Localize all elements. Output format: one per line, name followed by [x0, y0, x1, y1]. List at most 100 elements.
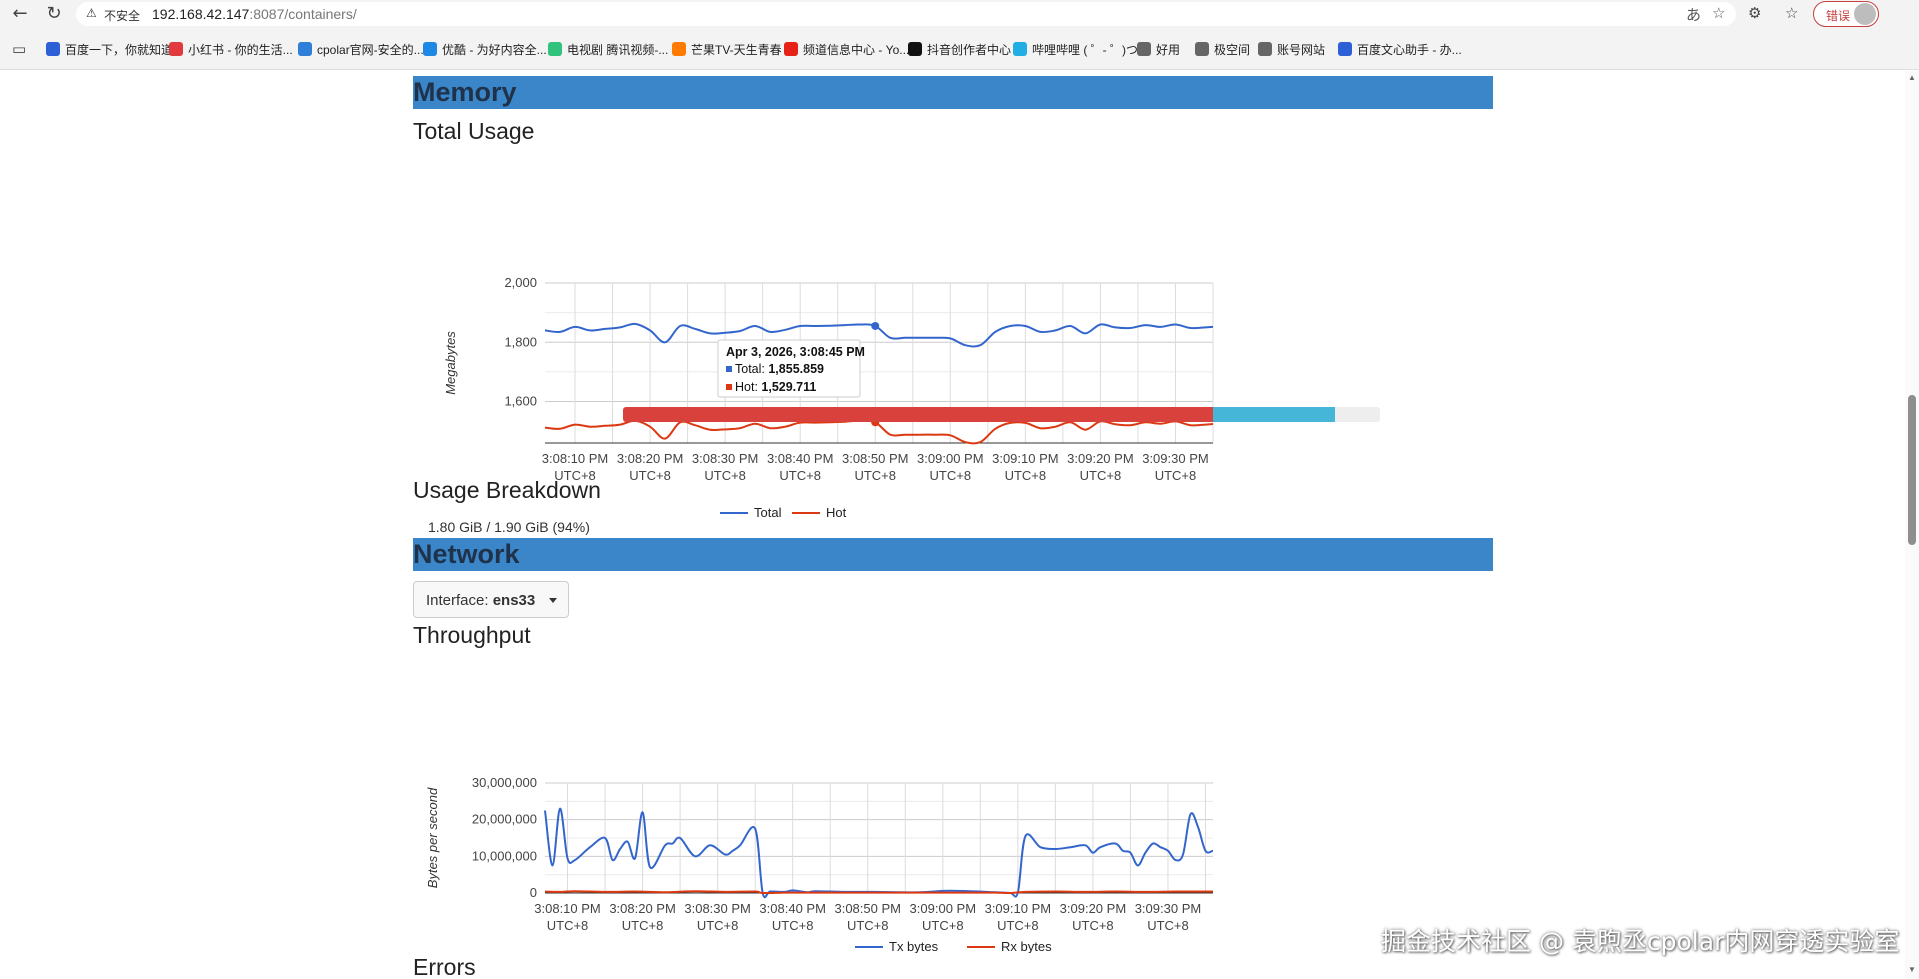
total-usage-title: Total Usage: [413, 118, 535, 144]
usage-breakdown-title: Usage Breakdown: [413, 477, 601, 503]
x-tick-label: 3:09:30 PM: [1135, 901, 1202, 916]
tooltip-total-label: Total:: [735, 362, 768, 376]
memory-section-header: Memory: [413, 76, 1493, 109]
url-text[interactable]: 192.168.42.147:8087/containers/: [152, 6, 357, 22]
bookmark-item[interactable]: 百度文心助手 - 办...: [1338, 41, 1462, 58]
bookmarks-bar: ▭ 百度一下，你就知道 小红书 - 你的生活... cpolar官网-安全的... 优…: [0, 28, 1919, 70]
bookmark-favicon-icon: [548, 42, 562, 56]
x-tick-sublabel: UTC+8: [629, 468, 671, 483]
tooltip-total-value: 1,855.859: [768, 362, 824, 376]
bookmark-item[interactable]: cpolar官网-安全的...: [298, 41, 424, 58]
bookmark-item[interactable]: 芒果TV-天生青春: [672, 41, 782, 58]
watermark-text: 掘金技术社区 @ 袁煦丞cpolar内网穿透实验室: [1381, 927, 1900, 956]
bookmark-item[interactable]: 账号网站: [1258, 41, 1325, 58]
x-tick-sublabel: UTC+8: [854, 468, 896, 483]
legend-label: Total: [754, 505, 782, 520]
network-throughput-chart: 30,000,000 20,000,000 10,000,000 03:08:10 P…: [425, 775, 1214, 953]
tooltip-hot-row: Hot: 1,529.711: [735, 380, 816, 394]
bookmark-item[interactable]: 哔哩哔哩 ( ゜- ゜)つ...: [1013, 41, 1148, 58]
scroll-up-arrow-icon[interactable]: ▲: [1908, 73, 1916, 82]
bookmark-item[interactable]: 百度一下，你就知道: [46, 41, 173, 58]
bookmark-favicon-icon: [169, 42, 183, 56]
x-tick-label: 3:08:40 PM: [759, 901, 826, 916]
interface-dropdown-label: Interface: ens33: [426, 592, 535, 609]
bookmark-favicon-icon: [298, 42, 312, 56]
bookmark-favicon-icon: [784, 42, 798, 56]
bookmark-favicon-icon: [1137, 42, 1151, 56]
bookmark-item[interactable]: 优酷 - 为好内容全...: [423, 41, 547, 58]
x-tick-label: 3:09:20 PM: [1067, 451, 1134, 466]
error-pill-button[interactable]: 错误: [1813, 1, 1879, 27]
x-tick-sublabel: UTC+8: [997, 918, 1039, 933]
x-tick-sublabel: UTC+8: [554, 468, 596, 483]
bookmark-item[interactable]: 小红书 - 你的生活...: [169, 41, 293, 58]
x-tick-sublabel: UTC+8: [1155, 468, 1197, 483]
browser-toolbar: ← ↻ ⚠ 不安全 192.168.42.147:8087/containers…: [0, 0, 1919, 28]
back-arrow-icon[interactable]: ←: [12, 3, 28, 24]
bookmark-label: 百度文心助手 - 办...: [1357, 43, 1462, 57]
error-pill-label: 错误: [1826, 9, 1851, 23]
reload-icon[interactable]: ↻: [46, 3, 62, 24]
bookmark-item[interactable]: 抖音创作者中心: [908, 41, 1011, 58]
x-tick-label: 3:08:20 PM: [609, 901, 676, 916]
bookmark-favicon-icon: [423, 42, 437, 56]
scroll-down-arrow-icon[interactable]: ▼: [1908, 965, 1916, 974]
bookmark-favicon-icon: [1258, 42, 1272, 56]
bookmark-manager-icon[interactable]: ▭: [12, 40, 27, 58]
scrollbar-thumb[interactable]: [1908, 395, 1916, 545]
y-axis-label: Bytes per second: [425, 787, 440, 888]
bookmark-favicon-icon: [1013, 42, 1027, 56]
address-bar[interactable]: ⚠ 不安全 192.168.42.147:8087/containers/ あ …: [76, 2, 1736, 26]
bookmark-favicon-icon: [672, 42, 686, 56]
bookmark-item[interactable]: 好用: [1137, 41, 1180, 58]
bookmark-favicon-icon: [1195, 42, 1209, 56]
interface-dropdown[interactable]: Interface: ens33: [413, 581, 569, 618]
y-tick-label: 20,000,000: [472, 812, 537, 827]
legend-label: Tx bytes: [889, 939, 939, 953]
x-tick-sublabel: UTC+8: [1005, 468, 1047, 483]
memory-total-usage-chart: 2,000 1,800 1,600 3:08:10 PM UTC+8 3:08:20 PM…: [443, 275, 1214, 520]
tooltip-total-row: Total: 1,855.859: [735, 362, 824, 376]
bookmark-item[interactable]: 频道信息中心 - Yo...: [784, 41, 909, 58]
bookmark-favicon-icon: [1338, 42, 1352, 56]
x-tick-label: 3:08:50 PM: [834, 901, 901, 916]
x-tick-sublabel: UTC+8: [772, 918, 814, 933]
favorite-star-icon[interactable]: ☆: [1712, 4, 1726, 22]
url-host: 192.168.42.147: [152, 6, 250, 22]
throughput-title: Throughput: [413, 622, 531, 648]
memory-usage-progress-bar: [623, 407, 1380, 422]
x-tick-label: 3:09:00 PM: [917, 451, 984, 466]
x-tick-label: 3:09:20 PM: [1060, 901, 1127, 916]
page-scrollbar[interactable]: ▲ ▼: [1905, 71, 1919, 979]
legend-label: Rx bytes: [1001, 939, 1052, 953]
x-tick-label: 3:09:10 PM: [985, 901, 1052, 916]
series-line: [544, 890, 1213, 895]
tooltip-box: [717, 339, 861, 398]
tooltip-hot-swatch: [726, 384, 732, 390]
x-tick-sublabel: UTC+8: [930, 468, 972, 483]
security-label[interactable]: 不安全: [104, 9, 141, 23]
favorites-icon[interactable]: ☆: [1785, 4, 1799, 22]
memory-hot-bar: [1213, 407, 1335, 422]
total-hover-point: [871, 321, 880, 330]
x-tick-sublabel: UTC+8: [1072, 918, 1114, 933]
chart-tooltip: Apr 3, 2026, 3:08:45 PM Total: 1,855.859 H…: [717, 339, 865, 398]
x-tick-label: 3:08:30 PM: [692, 451, 759, 466]
bookmark-label: 小红书 - 你的生活...: [188, 43, 293, 57]
series-line: [544, 322, 1214, 348]
bookmark-item[interactable]: 电视剧 腾讯视频-...: [548, 41, 668, 58]
bookmark-label: 哔哩哔哩 ( ゜- ゜)つ...: [1032, 43, 1148, 57]
translate-icon[interactable]: あ: [1686, 6, 1702, 24]
bookmark-label: cpolar官网-安全的...: [317, 43, 424, 57]
x-tick-sublabel: UTC+8: [704, 468, 746, 483]
network-section-title: Network: [413, 539, 520, 569]
x-tick-sublabel: UTC+8: [1080, 468, 1122, 483]
bookmark-label: 极空间: [1214, 43, 1251, 57]
bookmark-label: 抖音创作者中心: [927, 43, 1012, 57]
bookmark-item[interactable]: 极空间: [1195, 41, 1250, 58]
errors-title: Errors: [413, 954, 476, 979]
url-path: :8087/containers/: [249, 6, 357, 22]
warning-triangle-icon[interactable]: ⚠: [86, 6, 97, 20]
y-tick-label: 10,000,000: [472, 848, 537, 863]
extensions-icon[interactable]: ⚙: [1748, 4, 1762, 22]
